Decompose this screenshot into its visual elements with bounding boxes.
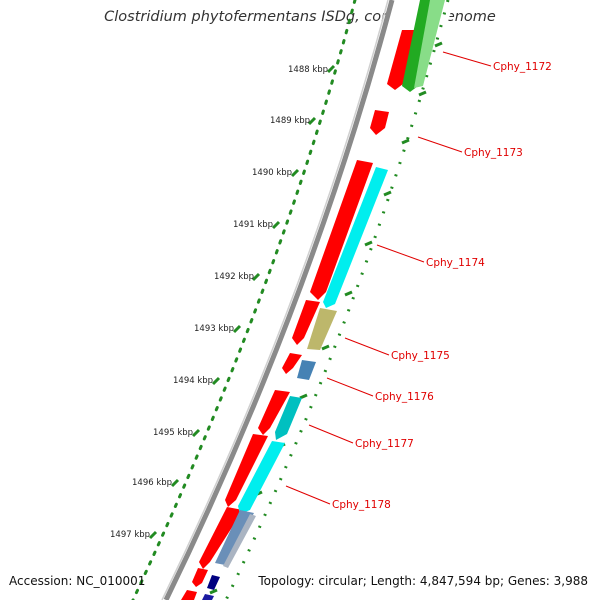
gene-label-cphy-1175: Cphy_1175 <box>391 350 450 362</box>
backbone-highlight <box>161 0 389 600</box>
gene-label-cphy-1176: Cphy_1176 <box>375 391 434 403</box>
gene-label-cphy-1174: Cphy_1174 <box>426 257 485 269</box>
genome-summary-text: Topology: circular; Length: 4,847,594 bp… <box>258 574 588 588</box>
cds-feature <box>310 160 373 300</box>
feature-track <box>202 0 445 600</box>
inner-tick <box>434 41 443 48</box>
leader-line <box>308 424 354 444</box>
navy-feature <box>207 575 220 590</box>
cds-feature <box>181 590 197 600</box>
inner-scale-dots <box>224 0 450 600</box>
kbp-tick <box>271 220 281 230</box>
kbp-label: 1497 kbp <box>110 530 150 540</box>
kbp-tick <box>251 272 261 282</box>
inner-tick <box>209 588 218 595</box>
kbp-label: 1492 kbp <box>214 272 254 282</box>
inner-tick <box>299 393 308 400</box>
kbp-label: 1496 kbp <box>132 478 172 488</box>
inner-tick <box>321 344 330 351</box>
cds-feature <box>225 434 268 507</box>
kbp-label: 1491 kbp <box>233 220 273 230</box>
gene-label-cphy-1177: Cphy_1177 <box>355 438 414 450</box>
cyan-feature <box>275 396 302 440</box>
cyan-feature <box>238 441 285 514</box>
leader-line <box>344 337 390 356</box>
cds-feature <box>387 30 418 90</box>
kbp-tick <box>170 478 180 488</box>
leader-line <box>376 244 425 263</box>
kbp-label: 1490 kbp <box>252 168 292 178</box>
kbp-tick <box>232 324 242 334</box>
inner-tick <box>364 240 373 247</box>
kbp-tick <box>326 64 336 74</box>
steel-feature <box>297 360 316 380</box>
cds-feature <box>282 353 302 374</box>
map-ribbon <box>166 0 454 600</box>
cds-feature <box>199 507 243 569</box>
kbp-scale-dots <box>131 0 357 600</box>
leader-line <box>285 485 331 505</box>
cds-feature <box>258 390 290 435</box>
kbp-label: 1494 kbp <box>173 376 213 386</box>
leader-line <box>442 51 492 67</box>
kbp-label: 1495 kbp <box>153 428 193 438</box>
kbp-label: 1489 kbp <box>270 116 310 126</box>
accession-text: Accession: NC_010001 <box>9 574 146 588</box>
kbp-tick <box>290 168 300 178</box>
khaki-feature <box>307 308 337 350</box>
cds-feature <box>292 300 320 345</box>
cds-track <box>181 30 418 600</box>
gene-label-cphy-1172: Cphy_1172 <box>493 61 552 73</box>
kbp-tick <box>211 376 221 386</box>
inner-tick <box>344 290 353 297</box>
kbp-tick <box>307 116 317 126</box>
kbp-label: 1488 kbp <box>288 65 328 75</box>
leader-line <box>326 377 374 397</box>
label-leaders <box>285 51 492 505</box>
leader-line <box>417 136 463 153</box>
green-feature-light <box>414 0 445 88</box>
gene-label-cphy-1178: Cphy_1178 <box>332 499 391 511</box>
steel-feature <box>215 510 254 565</box>
navy-feature <box>202 594 214 600</box>
inner-tick <box>401 138 410 145</box>
inner-tick <box>418 90 427 97</box>
steel-feature <box>223 514 256 568</box>
backbone-line <box>163 0 395 600</box>
kbp-label: 1493 kbp <box>194 324 234 334</box>
inner-tick <box>383 190 392 197</box>
inner-ticks <box>209 41 443 595</box>
kbp-tick <box>148 530 158 540</box>
cyan-feature <box>323 167 388 308</box>
gene-label-cphy-1173: Cphy_1173 <box>464 147 523 159</box>
kbp-ticks: 1488 kbp 1489 kbp 1490 kbp 1491 kbp 1492… <box>110 64 336 540</box>
kbp-tick <box>191 428 201 438</box>
cds-feature <box>370 110 389 135</box>
cds-feature <box>192 568 208 587</box>
